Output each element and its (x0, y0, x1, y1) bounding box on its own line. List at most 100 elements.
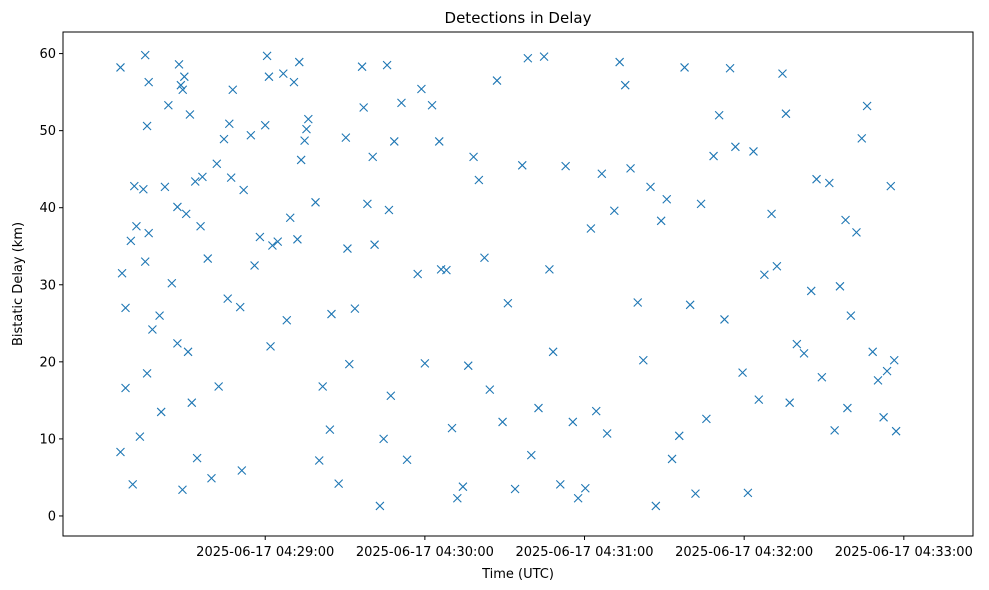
data-point (129, 181, 139, 191)
data-point (246, 130, 256, 140)
data-point (179, 72, 189, 82)
data-point (224, 119, 234, 129)
data-point (192, 453, 202, 463)
data-point (691, 489, 700, 499)
chart-title: Detections in Delay (445, 9, 592, 27)
data-point (696, 199, 706, 209)
data-point (879, 412, 888, 422)
data-point (442, 265, 451, 275)
data-point (178, 85, 188, 95)
data-point (255, 232, 265, 242)
data-point (485, 385, 495, 394)
data-point (889, 355, 899, 365)
data-point (620, 80, 630, 90)
data-point (140, 50, 150, 60)
data-point (167, 278, 177, 288)
data-point (196, 221, 205, 231)
data-point (452, 493, 462, 503)
data-point (701, 414, 711, 424)
data-point (181, 209, 191, 219)
data-point (289, 77, 299, 87)
data-point (334, 479, 344, 488)
data-point (651, 501, 661, 511)
data-point (341, 133, 351, 142)
data-point (176, 80, 186, 90)
data-point (219, 134, 229, 144)
data-point (458, 482, 468, 492)
data-point (121, 383, 130, 393)
data-points (116, 50, 901, 511)
data-point (296, 155, 306, 165)
data-point (812, 174, 821, 184)
data-point (397, 98, 406, 108)
data-point (148, 325, 157, 334)
data-point (835, 281, 845, 291)
data-point (523, 53, 533, 63)
data-point (140, 257, 150, 267)
data-point (142, 121, 152, 131)
data-point (285, 213, 295, 223)
data-point (344, 359, 354, 369)
data-point (318, 382, 328, 391)
data-point (203, 254, 213, 263)
data-point (709, 151, 718, 161)
y-tick-label: 40 (39, 201, 56, 216)
x-tick-label: 2025-06-17 04:33:00 (835, 545, 973, 560)
data-point (725, 63, 735, 73)
data-point (806, 286, 816, 296)
y-axis-ticks: 0 10 20 30 40 50 60 (39, 47, 63, 524)
data-point (117, 268, 127, 278)
data-point (155, 311, 164, 320)
data-point (738, 368, 747, 378)
data-point (868, 347, 878, 357)
data-point (545, 264, 554, 274)
data-point (311, 197, 320, 207)
data-point (160, 182, 170, 192)
data-point (857, 133, 867, 143)
x-tick-label: 2025-06-17 04:30:00 (356, 545, 494, 560)
data-point (633, 298, 643, 307)
data-point (417, 84, 426, 94)
data-point (183, 347, 193, 357)
data-point (278, 69, 288, 79)
data-point (235, 302, 245, 312)
data-point (767, 209, 776, 219)
data-point (580, 483, 590, 493)
data-point (548, 347, 558, 357)
data-point (303, 114, 313, 124)
data-point (720, 315, 729, 324)
data-point (778, 69, 787, 79)
data-point (591, 406, 601, 416)
data-point (714, 110, 724, 120)
data-point (135, 432, 145, 441)
data-point (626, 164, 635, 173)
data-point (498, 417, 507, 427)
data-point (314, 456, 324, 465)
data-point (685, 300, 695, 310)
data-point (609, 206, 619, 216)
y-tick-label: 60 (39, 47, 56, 62)
data-point (282, 315, 292, 325)
data-point (852, 227, 861, 237)
x-axis-ticks: 2025-06-17 04:29:00 2025-06-17 04:30:00 20… (196, 536, 973, 560)
data-point (434, 137, 444, 146)
data-point (503, 298, 513, 308)
data-point (602, 429, 612, 438)
data-point (817, 372, 827, 382)
data-point (539, 52, 549, 62)
data-point (573, 493, 583, 503)
data-point (841, 215, 850, 225)
y-tick-label: 50 (39, 124, 56, 139)
data-point (386, 391, 396, 401)
data-point (469, 152, 478, 162)
data-point (492, 76, 502, 85)
y-tick-label: 0 (48, 509, 56, 524)
data-point (772, 261, 782, 271)
data-point (116, 63, 125, 72)
data-point (843, 403, 852, 413)
data-point (327, 309, 336, 319)
data-point (343, 244, 352, 253)
data-point (427, 100, 437, 110)
data-point (873, 375, 883, 385)
